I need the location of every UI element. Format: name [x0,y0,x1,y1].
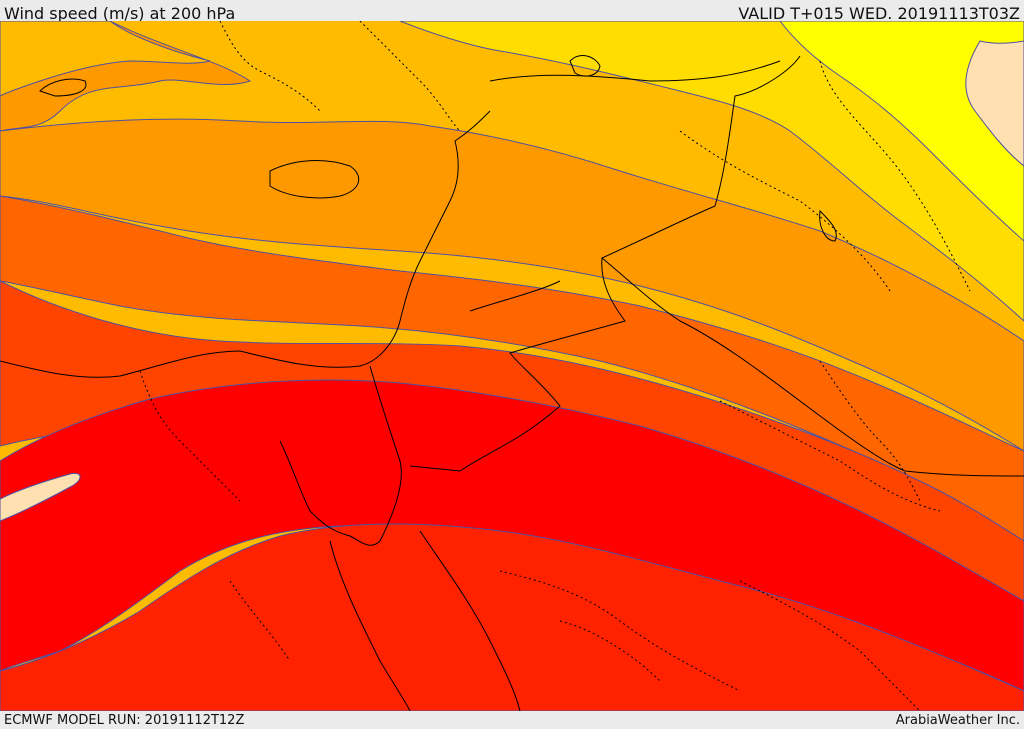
band-dark-orange [0,195,1024,542]
model-run: ECMWF MODEL RUN: 20191112T12Z [4,713,245,728]
wind-speed-map[interactable] [0,21,1024,711]
admin-boundaries [139,21,971,711]
band-bright-yellow [779,21,1024,242]
valid-time: VALID T+015 WED. 20191113T03Z [738,4,1020,23]
map-title: Wind speed (m/s) at 200 hPa [4,4,236,23]
band-top-left-yellow [0,21,211,97]
credit-text: ArabiaWeather Inc. [895,713,1020,728]
band-orange [0,118,1024,452]
map-footer: ECMWF MODEL RUN: 20191112T12Z ArabiaWeat… [0,711,1024,729]
band-lower-scarlet [0,523,1024,711]
map-canvas [0,21,1024,711]
map-header: Wind speed (m/s) at 200 hPa VALID T+015 … [0,0,1024,23]
jet-core [0,472,81,522]
coastlines [0,55,1024,711]
band-pale-corner [965,40,1024,167]
